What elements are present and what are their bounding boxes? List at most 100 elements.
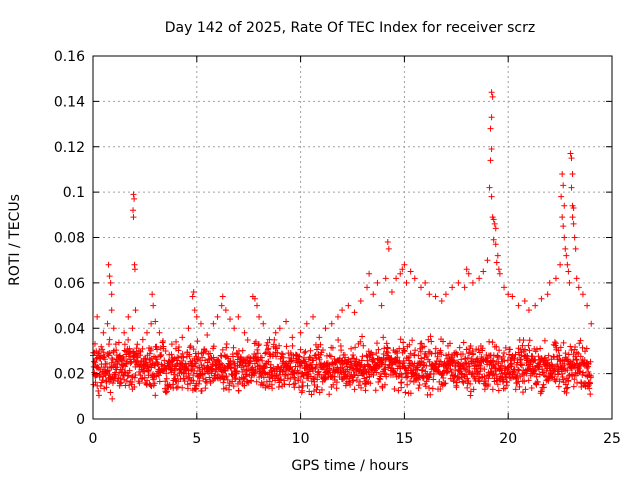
data-point	[179, 334, 186, 341]
data-point	[381, 370, 388, 377]
data-point	[463, 266, 470, 273]
data-point	[97, 382, 104, 389]
data-point	[586, 385, 593, 392]
data-point	[514, 379, 521, 386]
data-point	[438, 351, 445, 358]
grid-lines	[93, 56, 612, 419]
data-point	[379, 358, 386, 364]
data-point	[283, 318, 290, 325]
data-point	[220, 379, 227, 386]
data-point	[502, 344, 509, 351]
data-point	[489, 93, 496, 100]
data-point	[416, 381, 423, 388]
data-point	[565, 268, 572, 275]
data-point	[529, 353, 536, 360]
data-point	[486, 338, 493, 345]
data-point	[200, 375, 207, 382]
data-point	[210, 320, 217, 327]
data-point	[401, 348, 408, 355]
data-point	[113, 347, 120, 354]
data-point	[168, 341, 175, 348]
data-point	[335, 337, 342, 344]
data-point	[148, 320, 155, 327]
data-point	[571, 376, 578, 383]
data-point	[373, 369, 380, 376]
data-point	[272, 329, 279, 336]
y-tick-label: 0.02	[54, 367, 85, 383]
data-point	[429, 385, 436, 392]
data-point	[525, 307, 532, 314]
data-point	[338, 347, 345, 354]
data-point	[568, 155, 575, 162]
data-point	[528, 384, 535, 391]
data-point	[173, 338, 180, 345]
data-point	[190, 346, 197, 353]
data-point	[273, 353, 280, 360]
data-point	[214, 313, 221, 320]
data-point	[143, 329, 150, 336]
data-point	[568, 184, 575, 191]
data-point	[161, 357, 168, 364]
data-point	[274, 349, 281, 356]
data-point	[414, 360, 421, 367]
data-point	[256, 362, 263, 369]
data-point	[251, 370, 258, 377]
data-point	[179, 384, 186, 391]
data-point	[170, 356, 177, 363]
data-point	[432, 345, 439, 352]
data-point	[117, 380, 124, 387]
data-point	[560, 223, 567, 230]
data-point	[267, 361, 274, 368]
data-point	[399, 266, 406, 273]
data-point	[326, 391, 333, 398]
data-point	[153, 373, 160, 380]
data-point	[573, 349, 580, 356]
x-tick-label: 10	[292, 431, 310, 447]
data-point	[323, 352, 330, 359]
data-point	[240, 357, 247, 364]
data-point	[485, 375, 492, 382]
data-point	[492, 241, 499, 248]
data-point	[551, 354, 558, 361]
data-point	[443, 352, 450, 359]
data-point	[400, 339, 407, 346]
data-point	[423, 352, 430, 359]
data-point	[197, 320, 204, 327]
data-point	[438, 298, 445, 305]
data-point	[98, 343, 105, 350]
data-point	[329, 344, 336, 351]
data-point	[224, 376, 231, 383]
data-point	[538, 388, 545, 395]
data-point	[210, 343, 217, 350]
data-point	[411, 275, 418, 282]
data-point	[106, 371, 113, 378]
data-point	[129, 325, 136, 332]
data-point	[521, 346, 528, 353]
data-point	[490, 357, 497, 364]
data-point	[496, 270, 503, 277]
data-point	[172, 377, 179, 384]
data-point	[584, 302, 591, 309]
data-point	[460, 339, 467, 346]
data-point	[565, 378, 572, 385]
data-point	[126, 367, 133, 374]
data-point	[206, 374, 213, 381]
data-point	[358, 384, 365, 391]
data-point	[244, 337, 251, 344]
data-point	[506, 351, 513, 358]
y-tick-label: 0.1	[63, 185, 85, 201]
data-point	[440, 375, 447, 382]
data-point	[415, 352, 422, 359]
data-point	[571, 234, 578, 241]
data-point	[278, 376, 285, 383]
data-point	[575, 284, 582, 291]
data-point	[379, 384, 386, 391]
data-point	[239, 347, 246, 354]
data-point	[233, 368, 240, 375]
data-point	[194, 356, 201, 363]
data-point	[109, 395, 116, 402]
data-point	[222, 307, 229, 314]
data-point	[465, 367, 472, 374]
data-point	[484, 257, 491, 264]
data-point	[398, 379, 405, 386]
